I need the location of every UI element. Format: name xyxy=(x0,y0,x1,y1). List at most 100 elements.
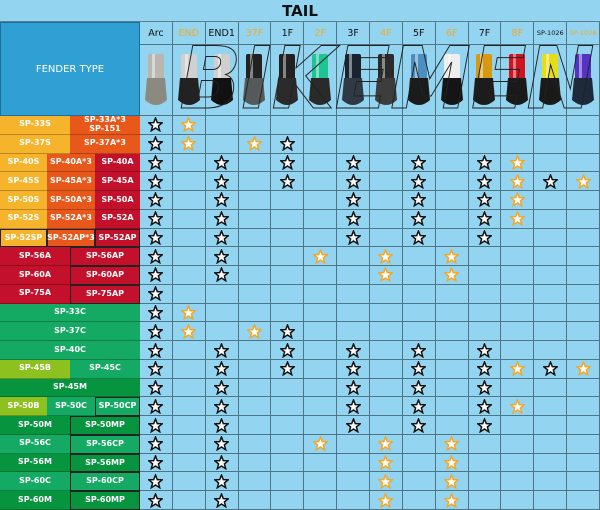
fender-model: SP-45S xyxy=(0,172,47,192)
compat-cell xyxy=(435,153,469,173)
compat-cell xyxy=(140,247,173,267)
compat-cell xyxy=(370,153,403,173)
compat-cell xyxy=(402,209,436,229)
compat-cell xyxy=(172,359,206,379)
fender-model: SP-33A*3 SP-151 xyxy=(70,115,140,135)
black-star-icon xyxy=(214,192,230,208)
orange-star-icon xyxy=(444,473,460,489)
black-star-icon xyxy=(411,211,427,227)
compat-cell xyxy=(402,266,436,285)
compat-cell xyxy=(534,434,568,454)
compat-cell xyxy=(238,153,272,173)
compat-cell xyxy=(402,247,436,267)
compat-cell xyxy=(172,228,206,248)
tail-light-icon xyxy=(473,54,496,105)
compat-cell xyxy=(337,434,370,454)
black-star-icon xyxy=(148,192,164,208)
compat-cell xyxy=(304,116,338,135)
fender-model: SP-60AP xyxy=(70,266,140,285)
black-star-icon xyxy=(476,417,492,433)
compat-cell xyxy=(238,284,272,304)
compat-cell xyxy=(501,491,535,510)
compat-cell xyxy=(501,472,535,492)
fender-model: SP-50A*3 xyxy=(47,191,95,210)
fender-model: SP-52A xyxy=(95,209,140,229)
fender-model: SP-50MP xyxy=(70,416,140,435)
compat-cell xyxy=(402,322,436,342)
compat-cell xyxy=(337,247,370,267)
compat-cell xyxy=(172,191,206,210)
compat-cell xyxy=(468,378,502,398)
compat-cell xyxy=(271,134,305,154)
compat-cell xyxy=(370,472,403,492)
black-star-icon xyxy=(148,211,164,227)
compat-cell xyxy=(402,341,436,360)
tail-light-icon xyxy=(440,54,463,105)
black-star-icon xyxy=(214,229,230,245)
compat-cell xyxy=(402,378,436,398)
fender-row-label: SP-56C SP-56CP xyxy=(0,434,140,454)
orange-star-icon xyxy=(509,211,525,227)
compat-cell xyxy=(205,266,239,285)
tail-light-image xyxy=(534,45,568,116)
compat-cell xyxy=(468,491,502,510)
black-star-icon xyxy=(411,192,427,208)
tail-light-image xyxy=(337,45,370,116)
column-header: SP-1028 xyxy=(567,22,600,45)
compat-cell xyxy=(534,472,568,492)
black-star-icon xyxy=(411,229,427,245)
fender-row-label: SP-75A SP-75AP xyxy=(0,284,140,304)
compat-cell xyxy=(140,397,173,417)
compat-cell xyxy=(501,322,535,342)
compat-cell xyxy=(304,472,338,492)
compat-cell xyxy=(402,397,436,417)
compat-cell xyxy=(567,453,600,473)
compat-cell xyxy=(205,247,239,267)
column-header: 5F xyxy=(402,22,436,45)
compat-cell xyxy=(271,341,305,360)
column-header: SP-1026 xyxy=(534,22,568,45)
compat-cell xyxy=(140,378,173,398)
column-header: 6F xyxy=(435,22,469,45)
compat-cell xyxy=(337,191,370,210)
orange-star-icon xyxy=(444,436,460,452)
black-star-icon xyxy=(345,398,361,414)
compat-cell xyxy=(271,209,305,229)
compat-cell xyxy=(172,284,206,304)
compat-cell xyxy=(140,359,173,379)
fender-model: SP-56M xyxy=(0,453,70,473)
compat-cell xyxy=(205,378,239,398)
compat-cell xyxy=(534,228,568,248)
orange-star-icon xyxy=(312,248,328,264)
compat-cell xyxy=(304,397,338,417)
compat-cell xyxy=(205,153,239,173)
compat-cell xyxy=(337,472,370,492)
compat-cell xyxy=(370,322,403,342)
compat-cell xyxy=(238,322,272,342)
compat-cell xyxy=(501,247,535,267)
fender-model: SP-75AP xyxy=(70,284,140,304)
tail-light-image xyxy=(402,45,436,116)
black-star-icon xyxy=(148,323,164,339)
black-star-icon xyxy=(476,342,492,358)
compat-cell xyxy=(205,416,239,435)
compat-cell xyxy=(271,472,305,492)
compat-cell xyxy=(402,472,436,492)
compat-cell xyxy=(140,228,173,248)
black-star-icon xyxy=(411,417,427,433)
black-star-icon xyxy=(476,192,492,208)
compat-cell xyxy=(402,228,436,248)
fender-model: SP-52AP*3 xyxy=(47,228,95,248)
compat-cell xyxy=(271,153,305,173)
compat-cell xyxy=(534,378,568,398)
compat-cell xyxy=(238,397,272,417)
compat-cell xyxy=(337,209,370,229)
fender-model: SP-37A*3 xyxy=(70,134,140,154)
column-header: 4F xyxy=(370,22,403,45)
black-star-icon xyxy=(476,173,492,189)
compat-cell xyxy=(140,266,173,285)
fender-model: SP-40A xyxy=(95,153,140,173)
compat-cell xyxy=(140,303,173,323)
compat-cell xyxy=(534,247,568,267)
fender-model: SP-50S xyxy=(0,191,47,210)
